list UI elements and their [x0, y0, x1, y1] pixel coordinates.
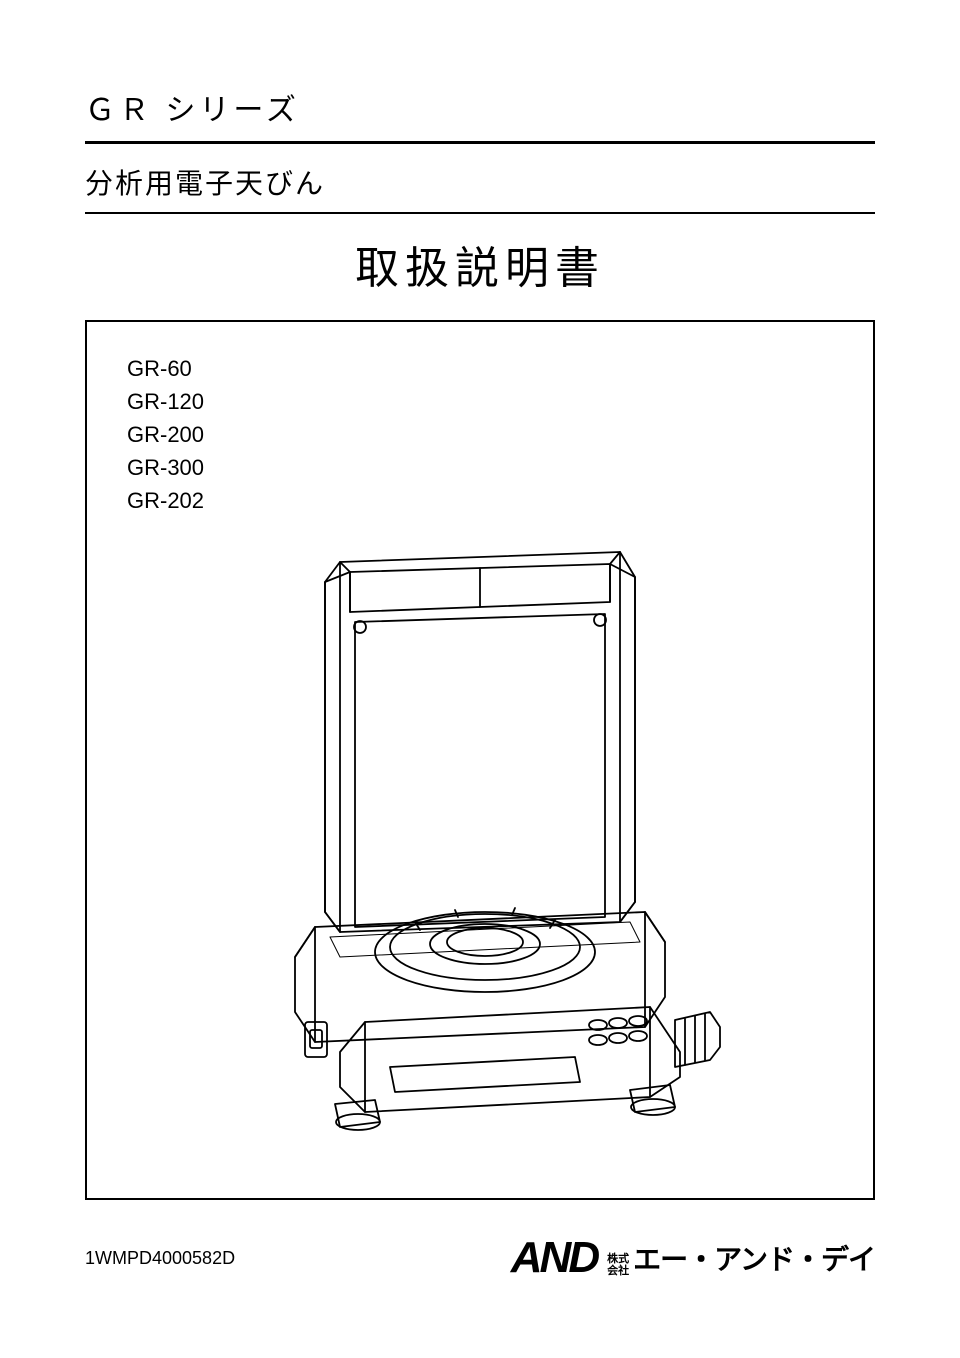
model-item: GR-200 — [127, 418, 833, 451]
content-box: GR-60 GR-120 GR-200 GR-300 GR-202 — [85, 320, 875, 1200]
model-list: GR-60 GR-120 GR-200 GR-300 GR-202 — [127, 352, 833, 517]
model-item: GR-300 — [127, 451, 833, 484]
company-name: エー・アンド・デイ — [633, 1244, 875, 1275]
document-code: 1WMPD4000582D — [85, 1248, 235, 1269]
logo-mark: AND — [511, 1233, 597, 1283]
model-item: GR-202 — [127, 484, 833, 517]
company-logo: AND 株式 会社 エー・アンド・デイ — [511, 1233, 875, 1283]
model-item: GR-60 — [127, 352, 833, 385]
balance-illustration — [220, 522, 740, 1162]
divider-thin — [85, 212, 875, 214]
model-item: GR-120 — [127, 385, 833, 418]
series-title: ＧＲ シリーズ — [85, 85, 875, 129]
subtitle: 分析用電子天びん — [85, 162, 875, 202]
divider-thick — [85, 141, 875, 144]
footer: 1WMPD4000582D AND 株式 会社 エー・アンド・デイ — [85, 1233, 875, 1283]
kabushiki-label: 株式 会社 — [607, 1253, 629, 1277]
main-title: 取扱説明書 — [85, 232, 875, 296]
